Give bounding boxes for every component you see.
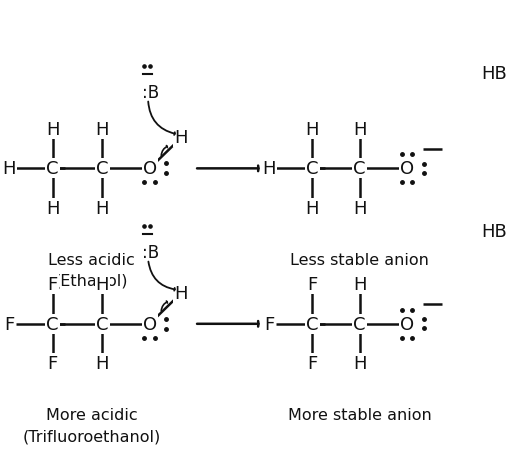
Text: C: C [353,315,366,333]
Text: F: F [264,315,275,333]
Text: Less stable anion: Less stable anion [290,252,429,267]
Text: C: C [306,315,319,333]
Text: O: O [143,160,156,178]
Text: C: C [353,160,366,178]
Text: H: H [96,121,109,138]
Text: H: H [3,160,16,178]
Text: :B: :B [142,244,159,261]
Text: O: O [143,315,156,333]
Text: F: F [307,276,318,294]
Text: H: H [353,121,366,138]
Text: H: H [262,160,276,178]
Text: H: H [96,276,109,294]
Text: F: F [47,276,58,294]
Text: H: H [306,121,319,138]
Text: HB: HB [481,65,507,83]
Text: H: H [353,355,366,372]
Text: F: F [47,355,58,372]
Text: More stable anion: More stable anion [288,407,432,422]
Text: HB: HB [481,223,507,240]
Text: C: C [96,315,109,333]
Text: H: H [96,355,109,372]
Text: H: H [96,200,109,217]
Text: O: O [400,315,414,333]
Text: O: O [400,160,414,178]
Text: H: H [46,200,59,217]
Text: H: H [46,121,59,138]
Text: More acidic
(Trifluoroethanol): More acidic (Trifluoroethanol) [23,407,161,444]
Text: F: F [4,315,15,333]
Text: C: C [46,315,59,333]
Text: H: H [174,129,188,147]
Text: F: F [307,355,318,372]
Text: :B: :B [142,84,159,101]
Text: C: C [96,160,109,178]
Text: Less acidic
(Ethanol): Less acidic (Ethanol) [48,252,135,288]
Text: H: H [353,200,366,217]
Text: H: H [174,284,188,302]
Text: C: C [46,160,59,178]
Text: H: H [306,200,319,217]
Text: H: H [353,276,366,294]
Text: C: C [306,160,319,178]
